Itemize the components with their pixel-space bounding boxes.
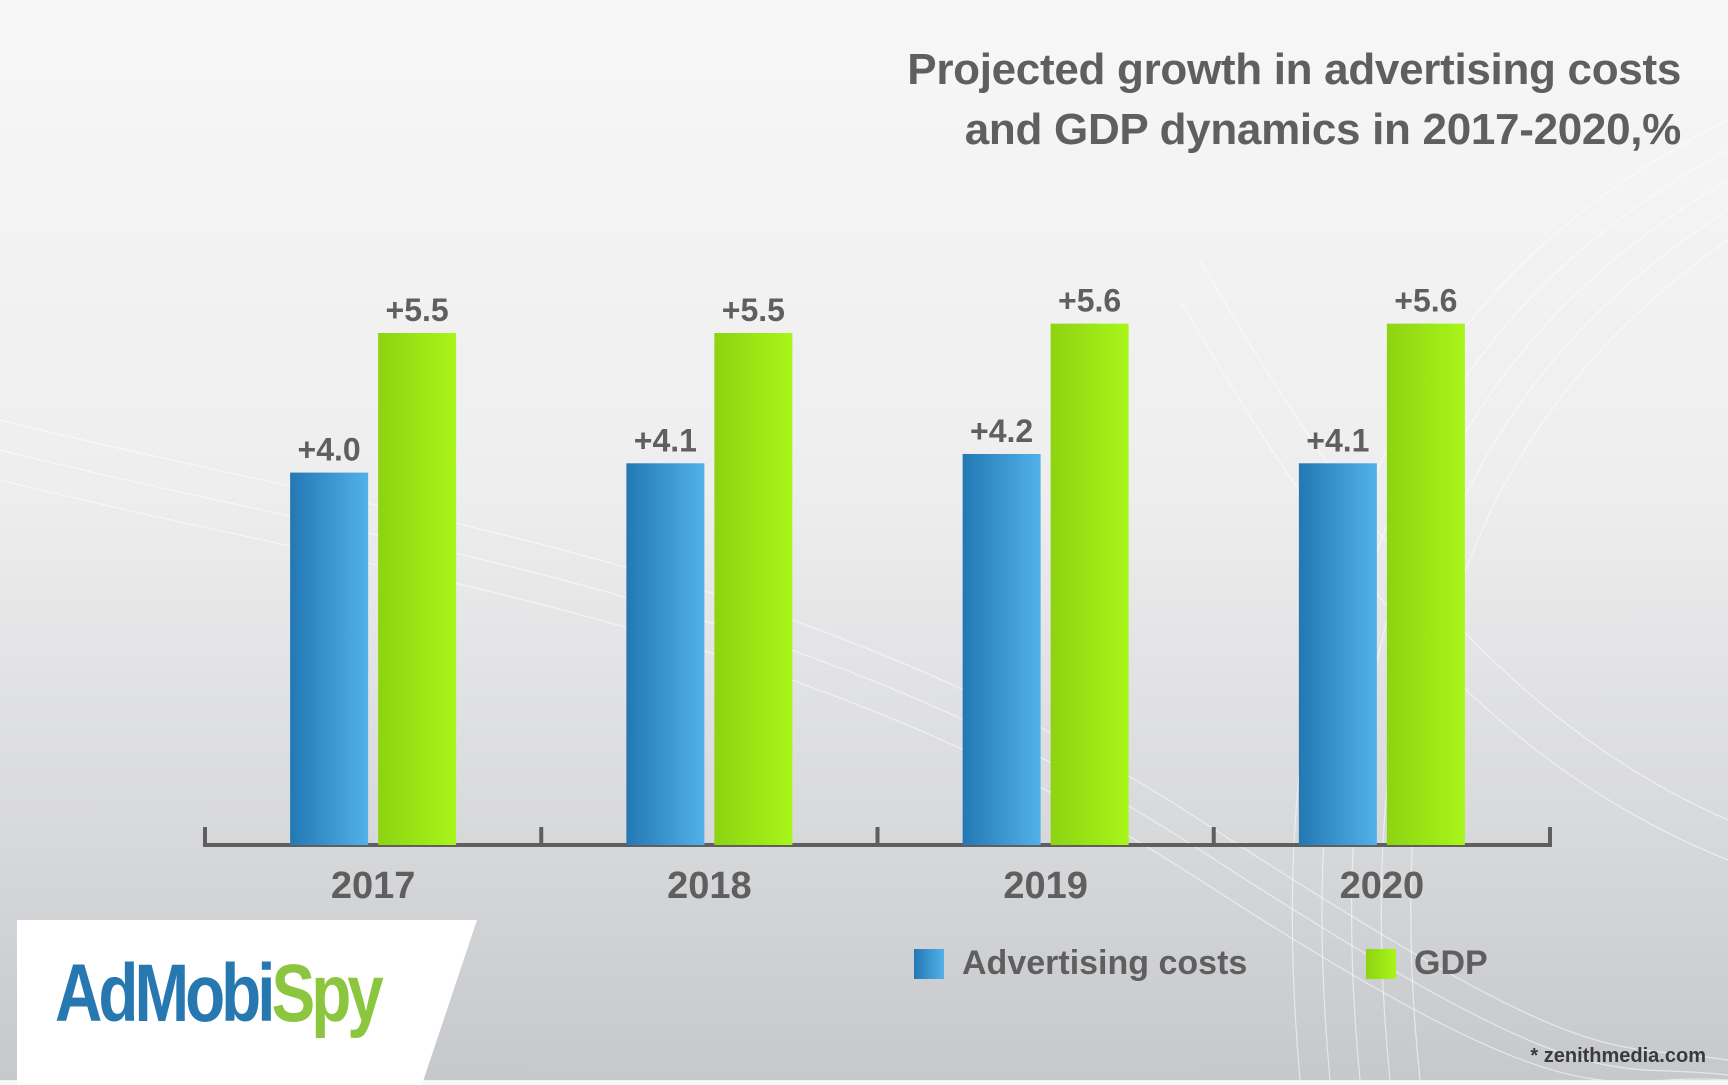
source-note: * zenithmedia.com (1530, 1045, 1706, 1067)
legend-swatch-advertising-costs (914, 948, 944, 979)
value-label-gdp-2019: +5.6 (1058, 283, 1121, 319)
bar-advertising-costs-2019 (962, 453, 1041, 845)
logo-panel (17, 920, 477, 1085)
logo-part-spy: Spy (271, 948, 383, 1039)
value-label-gdp-2018: +5.5 (722, 292, 785, 328)
value-label-advertising-costs-2017: +4.0 (298, 432, 361, 468)
value-label-gdp-2020: +5.6 (1394, 283, 1457, 319)
value-label-advertising-costs-2019: +4.2 (970, 413, 1033, 449)
x-tick-label-2020: 2020 (1340, 865, 1425, 907)
legend-item-advertising-costs: Advertising costs (914, 944, 1247, 983)
value-label-advertising-costs-2018: +4.1 (634, 422, 697, 458)
bar-gdp-2018 (714, 332, 793, 845)
logo-part-mobi: Mobi (134, 948, 275, 1039)
bar-advertising-costs-2020 (1298, 463, 1377, 845)
legend-label-gdp: GDP (1414, 944, 1488, 982)
chart-title: Projected growth in advertising costs an… (581, 40, 1681, 160)
chart-title-line-2: and GDP dynamics in 2017-2020,% (964, 105, 1682, 154)
logo-part-ad: Ad (55, 948, 138, 1039)
legend-item-gdp: GDP (1366, 944, 1488, 983)
legend-label-advertising-costs: Advertising costs (962, 944, 1248, 982)
x-tick-label-2019: 2019 (1003, 865, 1088, 907)
bar-gdp-2020 (1386, 323, 1465, 845)
legend-swatch-gdp (1366, 948, 1396, 979)
value-label-advertising-costs-2020: +4.1 (1306, 422, 1369, 458)
bar-advertising-costs-2018 (626, 463, 705, 845)
admobispy-logo: AdMobiSpy (55, 944, 384, 1044)
x-tick-label-2018: 2018 (667, 865, 752, 907)
value-label-gdp-2017: +5.5 (386, 292, 449, 328)
bar-advertising-costs-2017 (290, 472, 369, 845)
bar-gdp-2019 (1050, 323, 1129, 845)
chart-title-line-1: Projected growth in advertising costs (907, 45, 1681, 94)
x-tick-label-2017: 2017 (331, 865, 416, 907)
bar-gdp-2017 (378, 332, 457, 845)
